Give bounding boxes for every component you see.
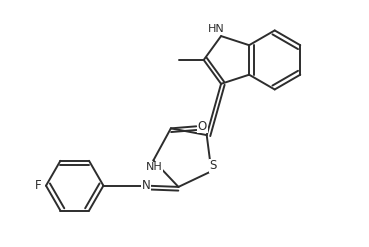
Text: O: O bbox=[198, 120, 207, 133]
Text: S: S bbox=[209, 159, 217, 172]
Text: NH: NH bbox=[146, 162, 163, 172]
Text: HN: HN bbox=[208, 24, 224, 34]
Text: F: F bbox=[35, 179, 41, 192]
Text: N: N bbox=[142, 179, 151, 192]
